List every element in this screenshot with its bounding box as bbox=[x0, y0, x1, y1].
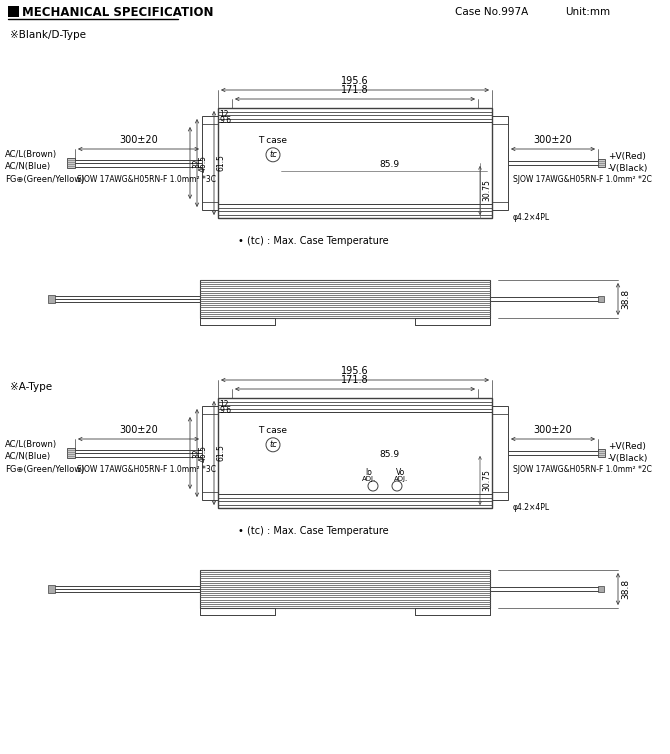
Text: 171.8: 171.8 bbox=[341, 375, 369, 385]
Text: ※Blank/D-Type: ※Blank/D-Type bbox=[10, 30, 86, 40]
Text: MECHANICAL SPECIFICATION: MECHANICAL SPECIFICATION bbox=[22, 5, 214, 19]
Text: 61.5: 61.5 bbox=[216, 155, 225, 171]
Text: T case: T case bbox=[259, 136, 287, 145]
Bar bbox=[218, 398, 492, 508]
Text: 38.8: 38.8 bbox=[621, 289, 630, 309]
Text: SJOW 17AWG&H05RN-F 1.0mm² *3C: SJOW 17AWG&H05RN-F 1.0mm² *3C bbox=[77, 175, 216, 184]
Text: T case: T case bbox=[259, 426, 287, 435]
Text: 32: 32 bbox=[192, 448, 201, 458]
Text: -V(Black): -V(Black) bbox=[608, 164, 649, 173]
Text: 32: 32 bbox=[192, 158, 201, 168]
Text: 85.9: 85.9 bbox=[379, 160, 399, 169]
Text: Case No.997A: Case No.997A bbox=[455, 7, 528, 17]
Bar bbox=[8, 6, 19, 17]
Bar bbox=[492, 116, 508, 210]
Text: AC/L(Brown)
AC/N(Blue)
FG⊕(Green/Yellow): AC/L(Brown) AC/N(Blue) FG⊕(Green/Yellow) bbox=[5, 150, 84, 184]
Bar bbox=[202, 406, 218, 500]
Text: tc: tc bbox=[269, 440, 277, 449]
Text: AC/L(Brown)
AC/N(Blue)
FG⊕(Green/Yellow): AC/L(Brown) AC/N(Blue) FG⊕(Green/Yellow) bbox=[5, 440, 84, 474]
Text: ADJ.: ADJ. bbox=[362, 476, 376, 482]
Text: 30.75: 30.75 bbox=[482, 179, 491, 201]
Bar bbox=[67, 448, 75, 458]
Text: 12: 12 bbox=[219, 400, 228, 409]
Text: 46.5: 46.5 bbox=[199, 155, 208, 171]
Text: 195.6: 195.6 bbox=[341, 366, 369, 376]
Bar bbox=[200, 570, 490, 608]
Bar bbox=[48, 295, 55, 303]
Text: 9.6: 9.6 bbox=[219, 406, 231, 415]
Text: 38.8: 38.8 bbox=[621, 579, 630, 599]
Text: 61.5: 61.5 bbox=[216, 445, 225, 461]
Bar bbox=[67, 158, 75, 168]
Bar bbox=[598, 586, 604, 592]
Text: +V(Red): +V(Red) bbox=[608, 443, 646, 452]
Text: +V(Red): +V(Red) bbox=[608, 152, 646, 161]
Bar bbox=[200, 280, 490, 318]
Text: 171.8: 171.8 bbox=[341, 85, 369, 95]
Bar bbox=[492, 406, 508, 500]
Text: ADJ.: ADJ. bbox=[394, 476, 408, 482]
Text: ※A-Type: ※A-Type bbox=[10, 382, 52, 392]
Text: 300±20: 300±20 bbox=[533, 425, 572, 435]
Text: Io: Io bbox=[366, 468, 373, 477]
Text: Vo: Vo bbox=[397, 468, 405, 477]
Text: SJOW 17AWG&H05RN-F 1.0mm² *2C: SJOW 17AWG&H05RN-F 1.0mm² *2C bbox=[513, 175, 652, 184]
Text: • (tc) : Max. Case Temperature: • (tc) : Max. Case Temperature bbox=[238, 236, 389, 246]
Text: 85.9: 85.9 bbox=[379, 450, 399, 459]
Text: Unit:mm: Unit:mm bbox=[565, 7, 610, 17]
Text: 46.5: 46.5 bbox=[199, 445, 208, 461]
Bar bbox=[598, 296, 604, 302]
Bar bbox=[218, 108, 492, 218]
Text: 300±20: 300±20 bbox=[533, 135, 572, 145]
Bar bbox=[202, 116, 218, 210]
Text: • (tc) : Max. Case Temperature: • (tc) : Max. Case Temperature bbox=[238, 526, 389, 536]
Text: 12: 12 bbox=[219, 110, 228, 119]
Bar bbox=[598, 449, 605, 457]
Bar bbox=[598, 159, 605, 167]
Text: 195.6: 195.6 bbox=[341, 76, 369, 86]
Text: φ4.2×4PL: φ4.2×4PL bbox=[513, 213, 550, 222]
Text: tc: tc bbox=[269, 150, 277, 159]
Text: SJOW 17AWG&H05RN-F 1.0mm² *3C: SJOW 17AWG&H05RN-F 1.0mm² *3C bbox=[77, 465, 216, 474]
Text: 300±20: 300±20 bbox=[119, 425, 158, 435]
Text: φ4.2×4PL: φ4.2×4PL bbox=[513, 503, 550, 512]
Text: 30.75: 30.75 bbox=[482, 470, 491, 492]
Text: -V(Black): -V(Black) bbox=[608, 453, 649, 462]
Text: SJOW 17AWG&H05RN-F 1.0mm² *2C: SJOW 17AWG&H05RN-F 1.0mm² *2C bbox=[513, 465, 652, 474]
Text: 9.6: 9.6 bbox=[219, 116, 231, 125]
Text: 300±20: 300±20 bbox=[119, 135, 158, 145]
Bar bbox=[48, 585, 55, 593]
